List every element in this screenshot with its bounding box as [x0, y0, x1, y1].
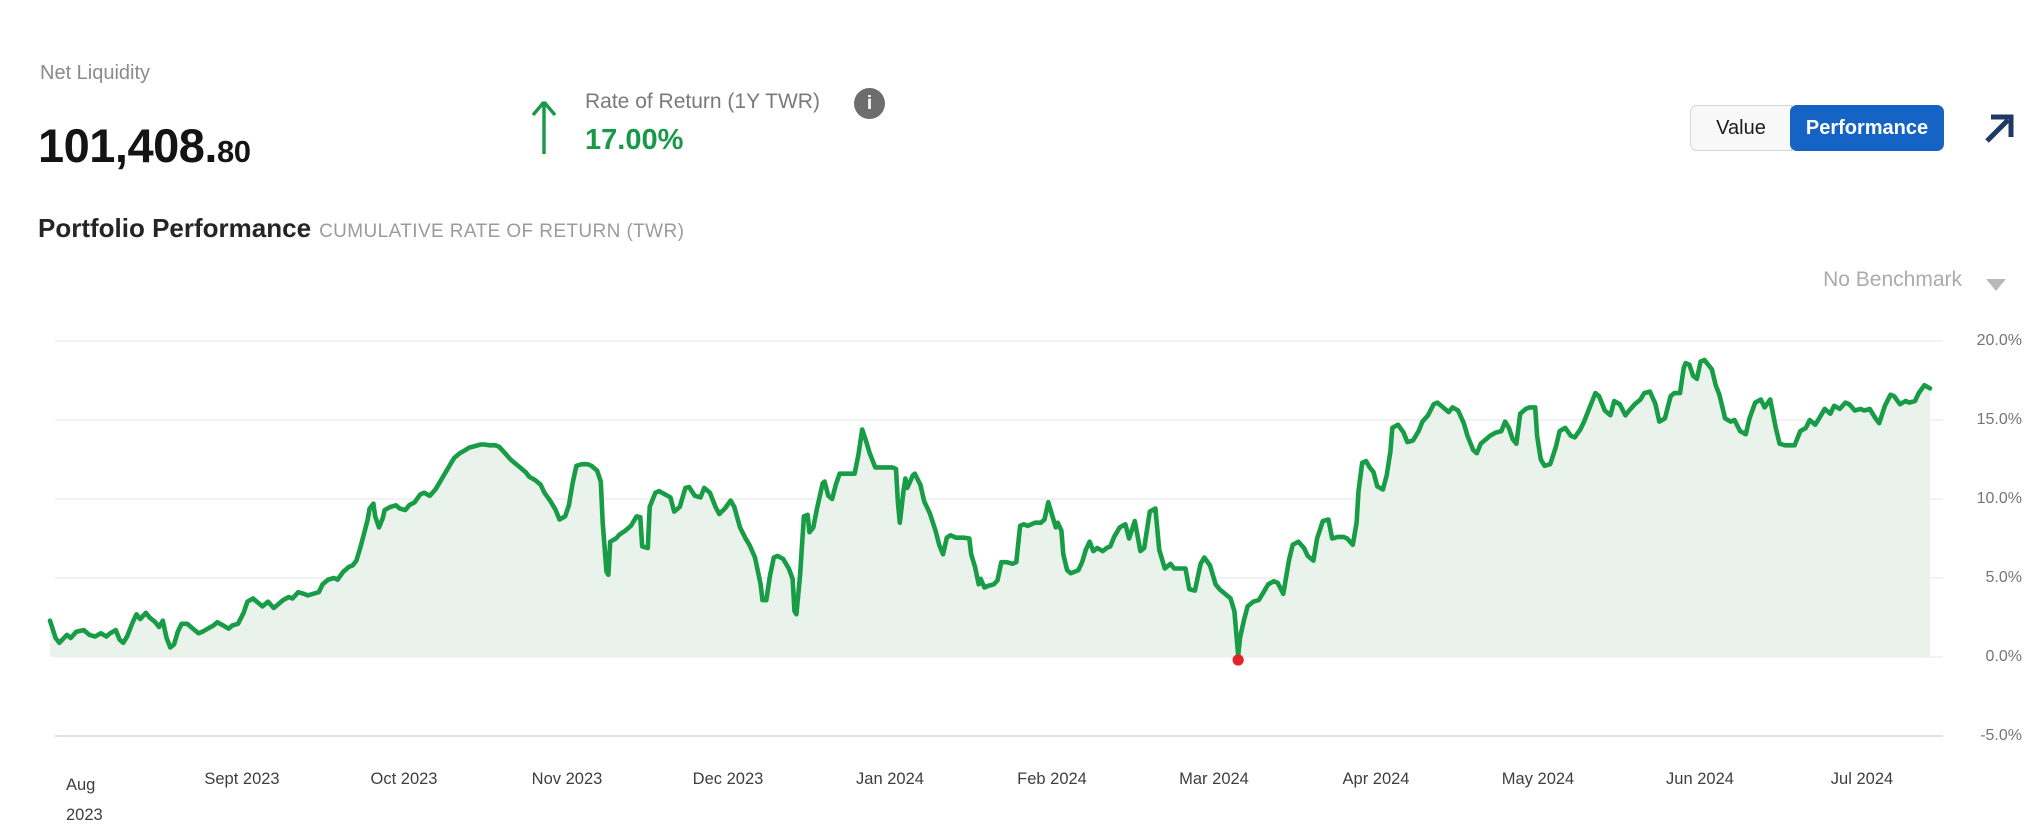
net-liquidity-cents: 80: [216, 134, 251, 169]
x-tick-label: Mar 2024: [1179, 770, 1249, 788]
x-tick-label: Aug 2023: [66, 776, 103, 824]
x-tick-label: May 2024: [1501, 770, 1575, 788]
rate-of-return-value: 17.00%: [585, 124, 684, 156]
x-tick-label: Jul 2024: [1830, 770, 1894, 788]
chart-area-fill: [50, 360, 1930, 657]
rate-of-return-label: Rate of Return (1Y TWR): [585, 90, 820, 113]
page-title: Portfolio Performance CUMULATIVE RATE OF …: [38, 213, 685, 243]
x-tick-label: Jan 2024: [856, 770, 924, 788]
y-tick-label: 15.0%: [1976, 411, 2022, 428]
y-tick-label: 0.0%: [1985, 648, 2022, 665]
y-tick-label: 5.0%: [1985, 569, 2022, 586]
y-tick-label: -5.0%: [1980, 727, 2022, 744]
view-toggle: Value Performance: [1690, 105, 1944, 151]
info-icon[interactable]: i: [854, 88, 885, 119]
min-point-marker: [1232, 654, 1244, 666]
caret-down-icon[interactable]: [1986, 279, 2006, 291]
x-tick-label: Dec 2023: [692, 770, 764, 788]
performance-button[interactable]: Performance: [1790, 105, 1944, 151]
chart-line[interactable]: [47, 357, 1933, 658]
expand-arrow-icon[interactable]: [1982, 108, 2018, 148]
x-tick-label: Feb 2024: [1017, 770, 1087, 788]
value-button[interactable]: Value: [1690, 105, 1792, 151]
benchmark-dropdown[interactable]: No Benchmark: [1823, 268, 1962, 291]
x-tick-label: Oct 2023: [370, 770, 438, 788]
net-liquidity-value: 101,408.80: [38, 119, 251, 172]
y-tick-label: 10.0%: [1976, 490, 2022, 507]
x-tick-label: Apr 2024: [1342, 770, 1410, 788]
x-tick-label: Sept 2023: [204, 770, 280, 788]
up-arrow-icon: [531, 100, 557, 154]
y-tick-label: 20.0%: [1976, 332, 2022, 349]
page-subtitle: CUMULATIVE RATE OF RETURN (TWR): [319, 221, 685, 242]
x-tick-label: Jun 2024: [1666, 770, 1734, 788]
x-tick-label: Nov 2023: [531, 770, 603, 788]
net-liquidity-label: Net Liquidity: [40, 62, 151, 84]
